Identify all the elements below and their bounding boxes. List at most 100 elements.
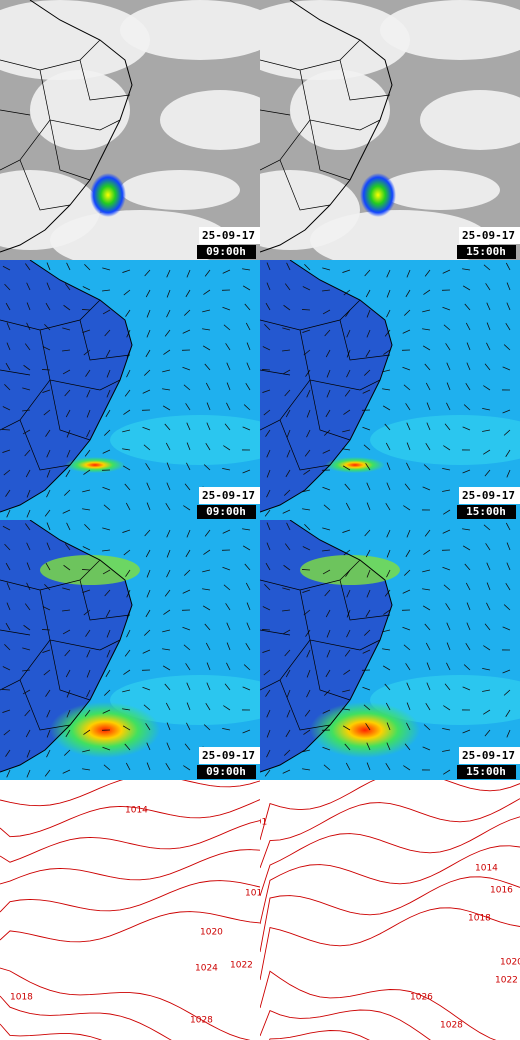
wind-arrow [362,686,371,691]
wind-arrow [406,529,411,538]
wind-arrow [103,764,111,771]
wind-arrow [43,409,51,416]
wind-arrow [222,727,231,731]
wind-arrow [182,329,191,334]
wind-arrow [202,345,211,351]
wind-arrow [186,269,191,278]
wind-arrow [326,369,331,378]
time-label: 09:00h [206,245,246,258]
wind-arrow [422,486,431,491]
wind-arrow [185,403,191,411]
wind-arrow [423,549,431,555]
wind-arrow [365,549,371,558]
wind-arrow [122,725,131,731]
wind-arrow [303,469,311,475]
map-panel: 25-09-17 09:00h [0,520,260,780]
wind-arrow [286,709,291,718]
wind-arrow [464,303,471,311]
wind-arrow [46,489,51,498]
wind-arrow [282,629,291,635]
wind-arrow [22,409,31,412]
wind-arrow [26,489,31,498]
wind-arrow [502,366,511,371]
wind-arrow [82,768,91,771]
wind-arrow [6,769,11,778]
cloud [50,210,230,260]
wind-arrow [66,522,71,531]
wind-arrow [462,268,471,271]
cloud [290,70,390,150]
wind-arrow [503,689,511,696]
wind-arrow [4,384,11,391]
wind-arrow [262,346,271,351]
state-border [339,319,391,361]
state-border [19,159,71,211]
wind-arrow [102,549,111,552]
wind-arrow [202,569,211,573]
wind-arrow [301,569,311,571]
wind-arrow [245,322,251,331]
wind-arrow [66,709,71,718]
wind-arrow [5,362,11,371]
isobar [260,907,520,981]
wind-arrow [442,467,451,471]
wind-arrow [322,746,331,751]
wind-arrow [326,629,331,638]
wind-arrow [206,682,211,691]
wind-arrow [64,389,71,397]
time-label: 09:00h [206,505,246,518]
cloud [0,0,150,80]
wind-arrow [4,283,11,291]
wind-arrow [62,349,71,352]
wind-arrow [424,623,431,631]
wind-arrow [26,322,31,331]
wind-arrow [503,604,511,611]
isobar-label: 1014 [475,864,498,874]
wind-arrow [403,644,411,651]
wind-arrow [423,724,431,731]
wind-arrow [223,445,231,451]
isobar-label: 101 [250,818,267,828]
wind-arrow [364,269,371,277]
wind-arrow [166,309,171,318]
wind-arrow [45,689,51,697]
wind-arrow [506,469,511,478]
wind-arrow [286,262,291,271]
wind-arrow [25,523,31,531]
wind-arrow [402,366,411,371]
wind-arrow [82,749,91,753]
isobar [0,780,260,807]
wind-arrow [166,482,171,491]
wind-arrow [443,445,451,451]
wind-arrow [166,742,171,751]
wind-arrow [244,303,251,311]
isobar [260,970,497,1040]
wind-arrow [166,269,171,278]
wind-arrow [106,629,111,638]
wind-arrow [6,322,11,331]
wind-arrow [165,762,171,771]
wind-arrow [146,742,151,751]
wind-arrow [462,729,471,734]
wind-arrow [403,765,411,771]
wind-arrow [41,629,51,631]
state-border [39,69,121,131]
isobar-label: 1028 [190,1016,213,1026]
state-border [49,639,91,701]
wind-arrow [84,449,91,457]
wind-arrow [205,442,211,451]
state-border [299,69,381,131]
wind-arrow [222,566,231,571]
wind-arrow [443,509,451,515]
map-panel: 25-09-17 09:00h [0,0,260,260]
wind-arrow [222,306,231,311]
wind-arrow [406,682,411,691]
wind-arrow [145,723,151,731]
wind-arrow [86,409,91,418]
wind-arrow [22,387,31,391]
wind-arrow [402,589,411,594]
wind-arrow [122,429,131,433]
wind-arrow [145,349,151,358]
wind-arrow [6,509,11,518]
wind-arrow [245,382,251,391]
